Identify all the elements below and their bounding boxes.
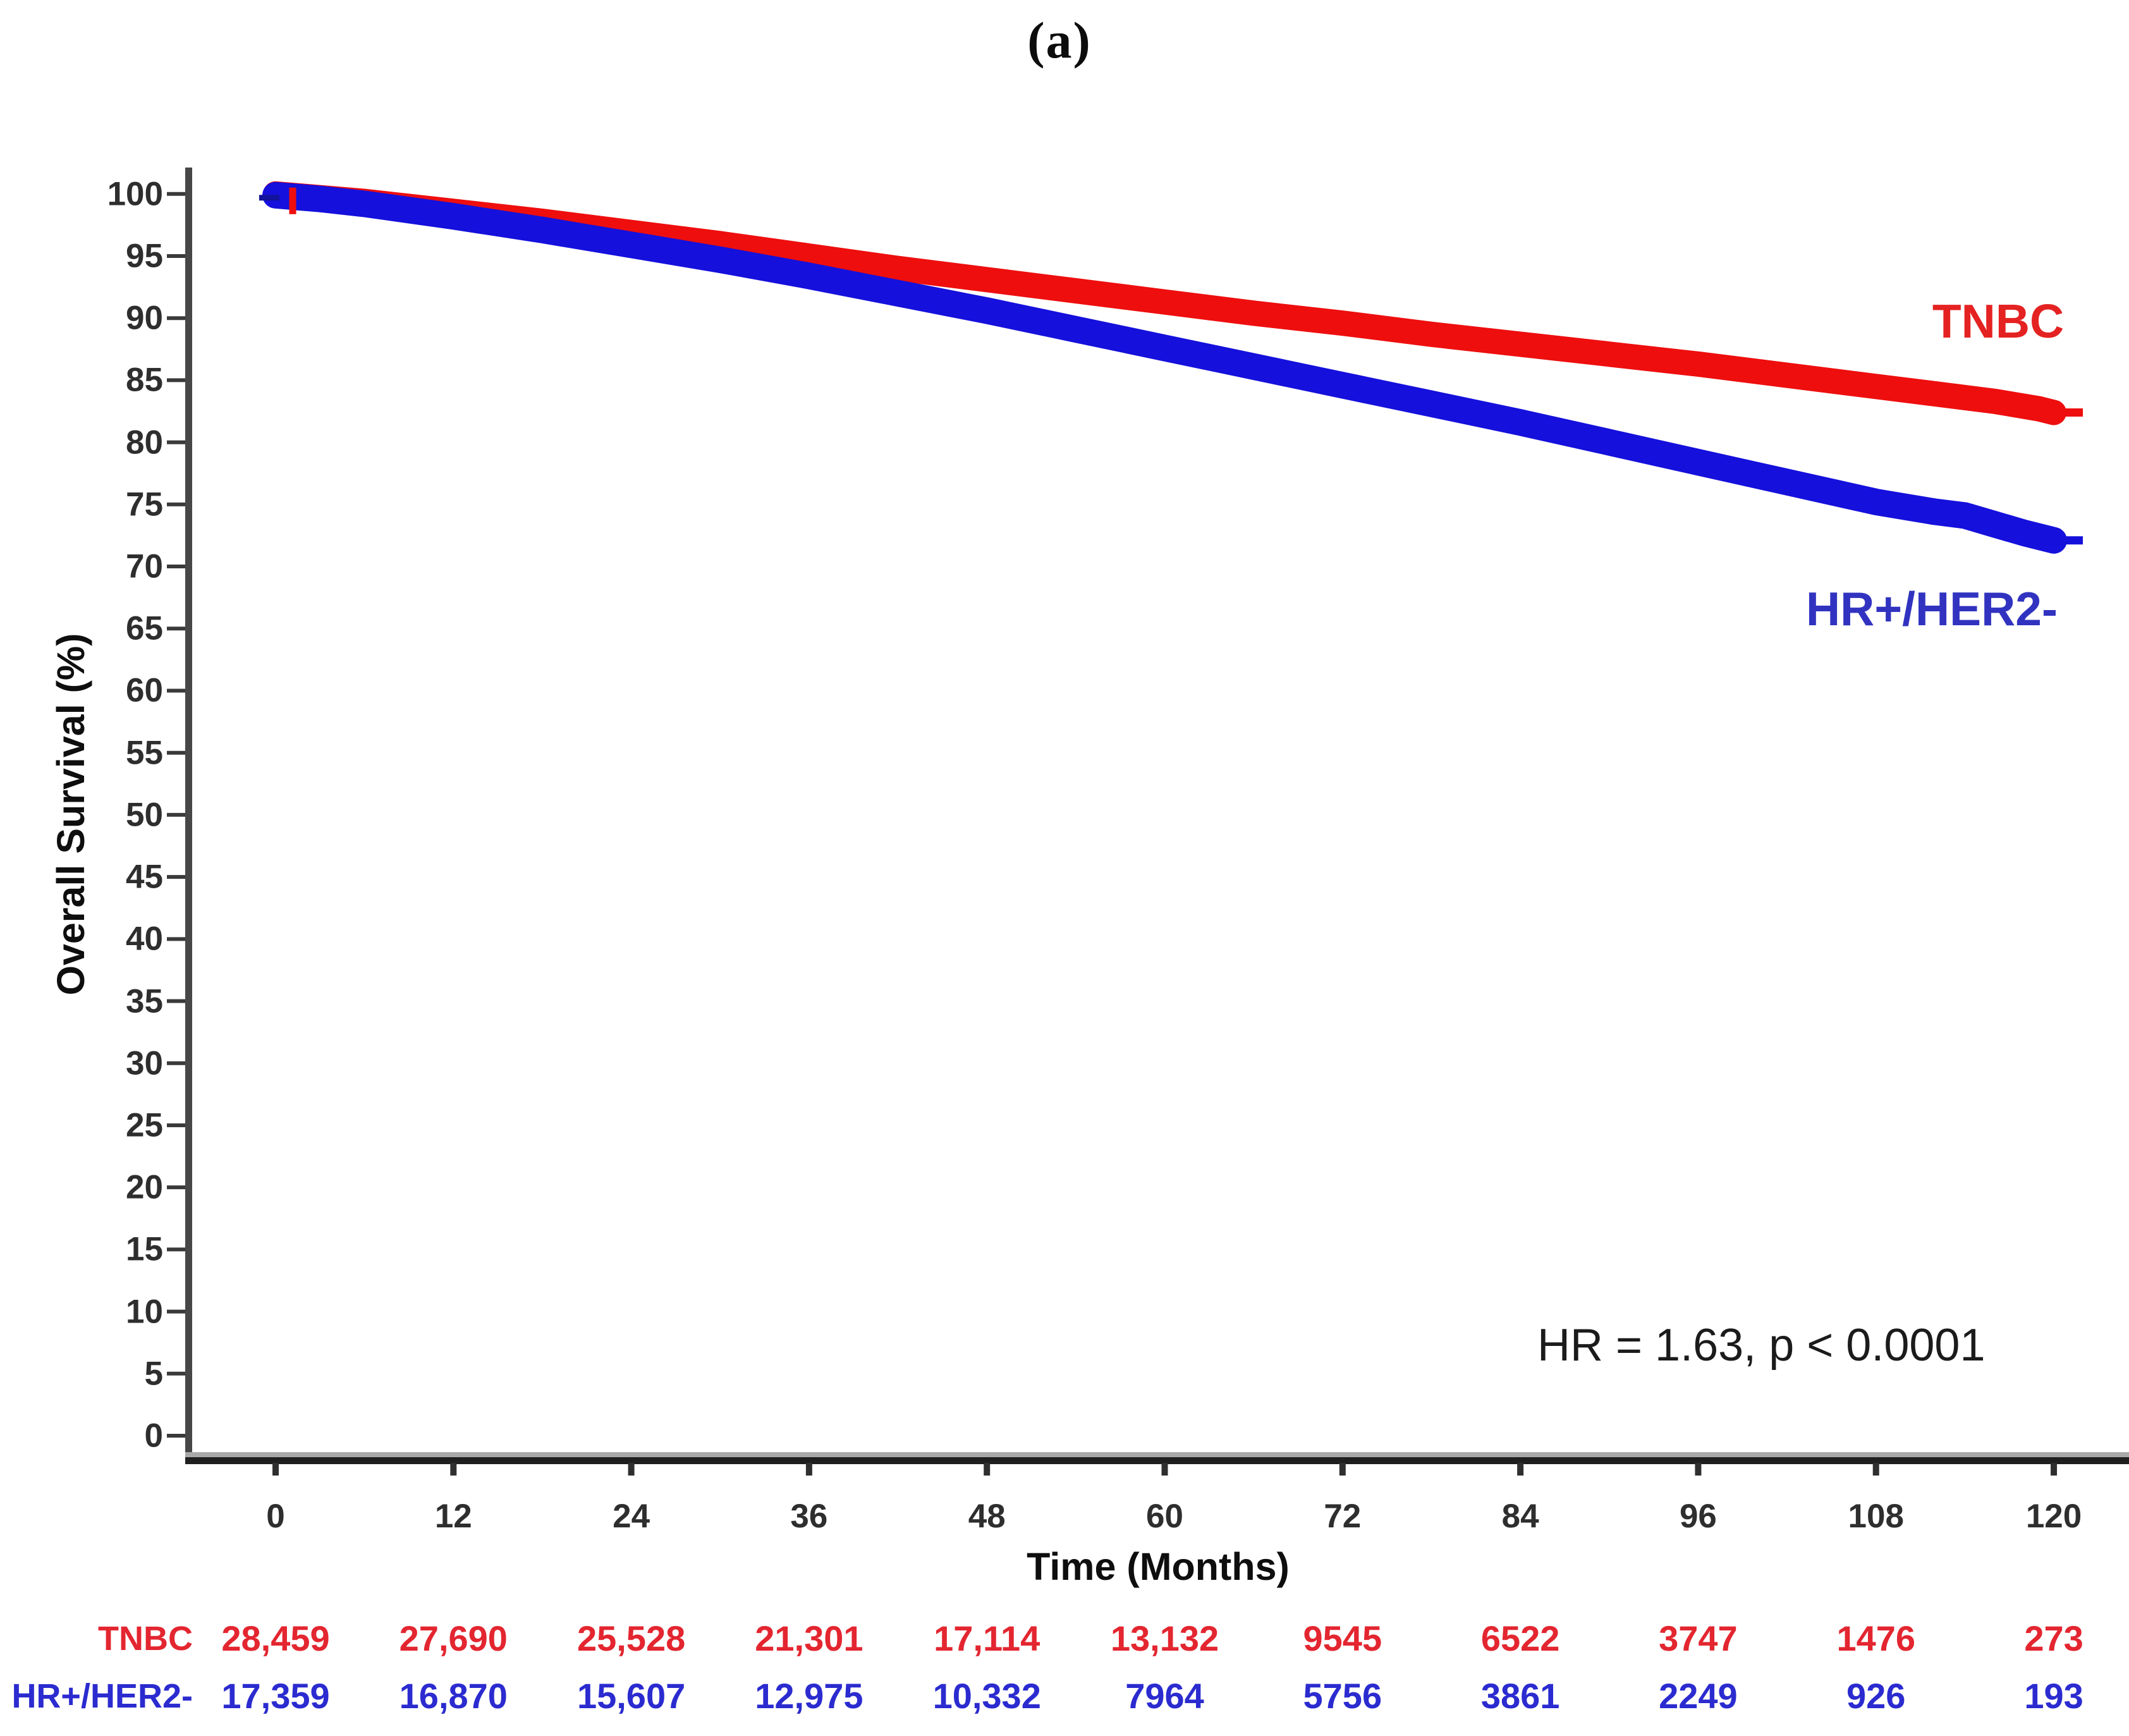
x-axis-spine-highlight (185, 1452, 2129, 1457)
x-tick-label: 120 (2025, 1498, 2082, 1535)
x-tick-label: 84 (1501, 1498, 1539, 1535)
y-tick-label: 60 (126, 671, 163, 709)
y-tick-label: 70 (126, 547, 163, 585)
risk-count: 3861 (1480, 1676, 1560, 1716)
curve-label-hr-her2: HR+/HER2- (1806, 582, 2058, 635)
x-tick-label: 72 (1324, 1498, 1362, 1535)
y-tick-label: 30 (126, 1044, 163, 1082)
risk-count: 2249 (1659, 1676, 1738, 1716)
risk-count: 16,870 (399, 1676, 508, 1716)
y-tick-label: 100 (107, 175, 163, 213)
y-tick-label: 45 (126, 858, 163, 896)
risk-count: 27,690 (399, 1618, 508, 1658)
risk-count: 13,132 (1110, 1618, 1219, 1658)
risk-count: 926 (1846, 1676, 1906, 1716)
risk-count: 28,459 (221, 1618, 330, 1658)
y-tick-label: 75 (126, 486, 163, 523)
y-tick-label: 25 (126, 1106, 163, 1144)
y-tick-label: 90 (126, 299, 163, 337)
y-tick-label: 15 (126, 1230, 163, 1268)
risk-row-label: HR+/HER2- (11, 1677, 193, 1715)
y-tick-label: 0 (144, 1417, 163, 1455)
hazard-ratio-annotation: HR = 1.63, p < 0.0001 (1537, 1320, 1986, 1371)
risk-count: 9545 (1303, 1618, 1382, 1658)
risk-count: 10,332 (932, 1676, 1041, 1716)
risk-count: 7964 (1125, 1676, 1204, 1716)
risk-count: 3747 (1659, 1618, 1738, 1658)
risk-count: 6522 (1480, 1618, 1560, 1658)
y-tick-label: 55 (126, 734, 163, 772)
y-tick-label: 35 (126, 982, 163, 1020)
y-tick-label: 65 (126, 609, 163, 647)
y-axis-spine (185, 168, 192, 1463)
panel-letter: (a) (1027, 11, 1092, 69)
risk-count: 12,975 (755, 1676, 863, 1716)
risk-count: 273 (2024, 1618, 2083, 1658)
risk-count: 5756 (1303, 1676, 1382, 1716)
risk-count: 21,301 (755, 1618, 863, 1658)
x-tick-label: 0 (266, 1498, 285, 1535)
risk-count: 1476 (1836, 1618, 1916, 1658)
axis-ticks (167, 192, 2058, 1476)
y-tick-label: 85 (126, 361, 163, 399)
risk-count: 17,114 (934, 1618, 1040, 1658)
y-tick-label: 10 (126, 1293, 163, 1331)
x-axis-title: Time (Months) (1027, 1545, 1290, 1588)
x-axis-spine (185, 1457, 2129, 1464)
x-tick-label: 36 (790, 1498, 828, 1535)
y-tick-label: 50 (126, 796, 163, 834)
x-tick-label: 12 (434, 1498, 472, 1535)
risk-count: 25,528 (576, 1618, 686, 1658)
survival-curves (259, 181, 2083, 554)
survival-curve-hr-her2 (262, 181, 2067, 554)
risk-count: 15,607 (576, 1676, 686, 1716)
y-tick-label: 80 (126, 424, 163, 462)
x-tick-label: 108 (1848, 1498, 1904, 1535)
risk-count: 193 (2024, 1676, 2083, 1716)
x-tick-label: 96 (1679, 1498, 1717, 1535)
risk-row-label: TNBC (98, 1620, 193, 1658)
y-tick-label: 95 (126, 237, 163, 275)
x-tick-label: 60 (1146, 1498, 1183, 1535)
risk-count: 17,359 (221, 1676, 330, 1716)
x-tick-label: 48 (968, 1498, 1006, 1535)
x-tick-label: 24 (613, 1498, 650, 1535)
curve-label-tnbc: TNBC (1932, 295, 2065, 348)
y-tick-label: 20 (126, 1168, 163, 1206)
y-tick-label: 5 (144, 1355, 163, 1393)
y-tick-label: 40 (126, 920, 163, 958)
